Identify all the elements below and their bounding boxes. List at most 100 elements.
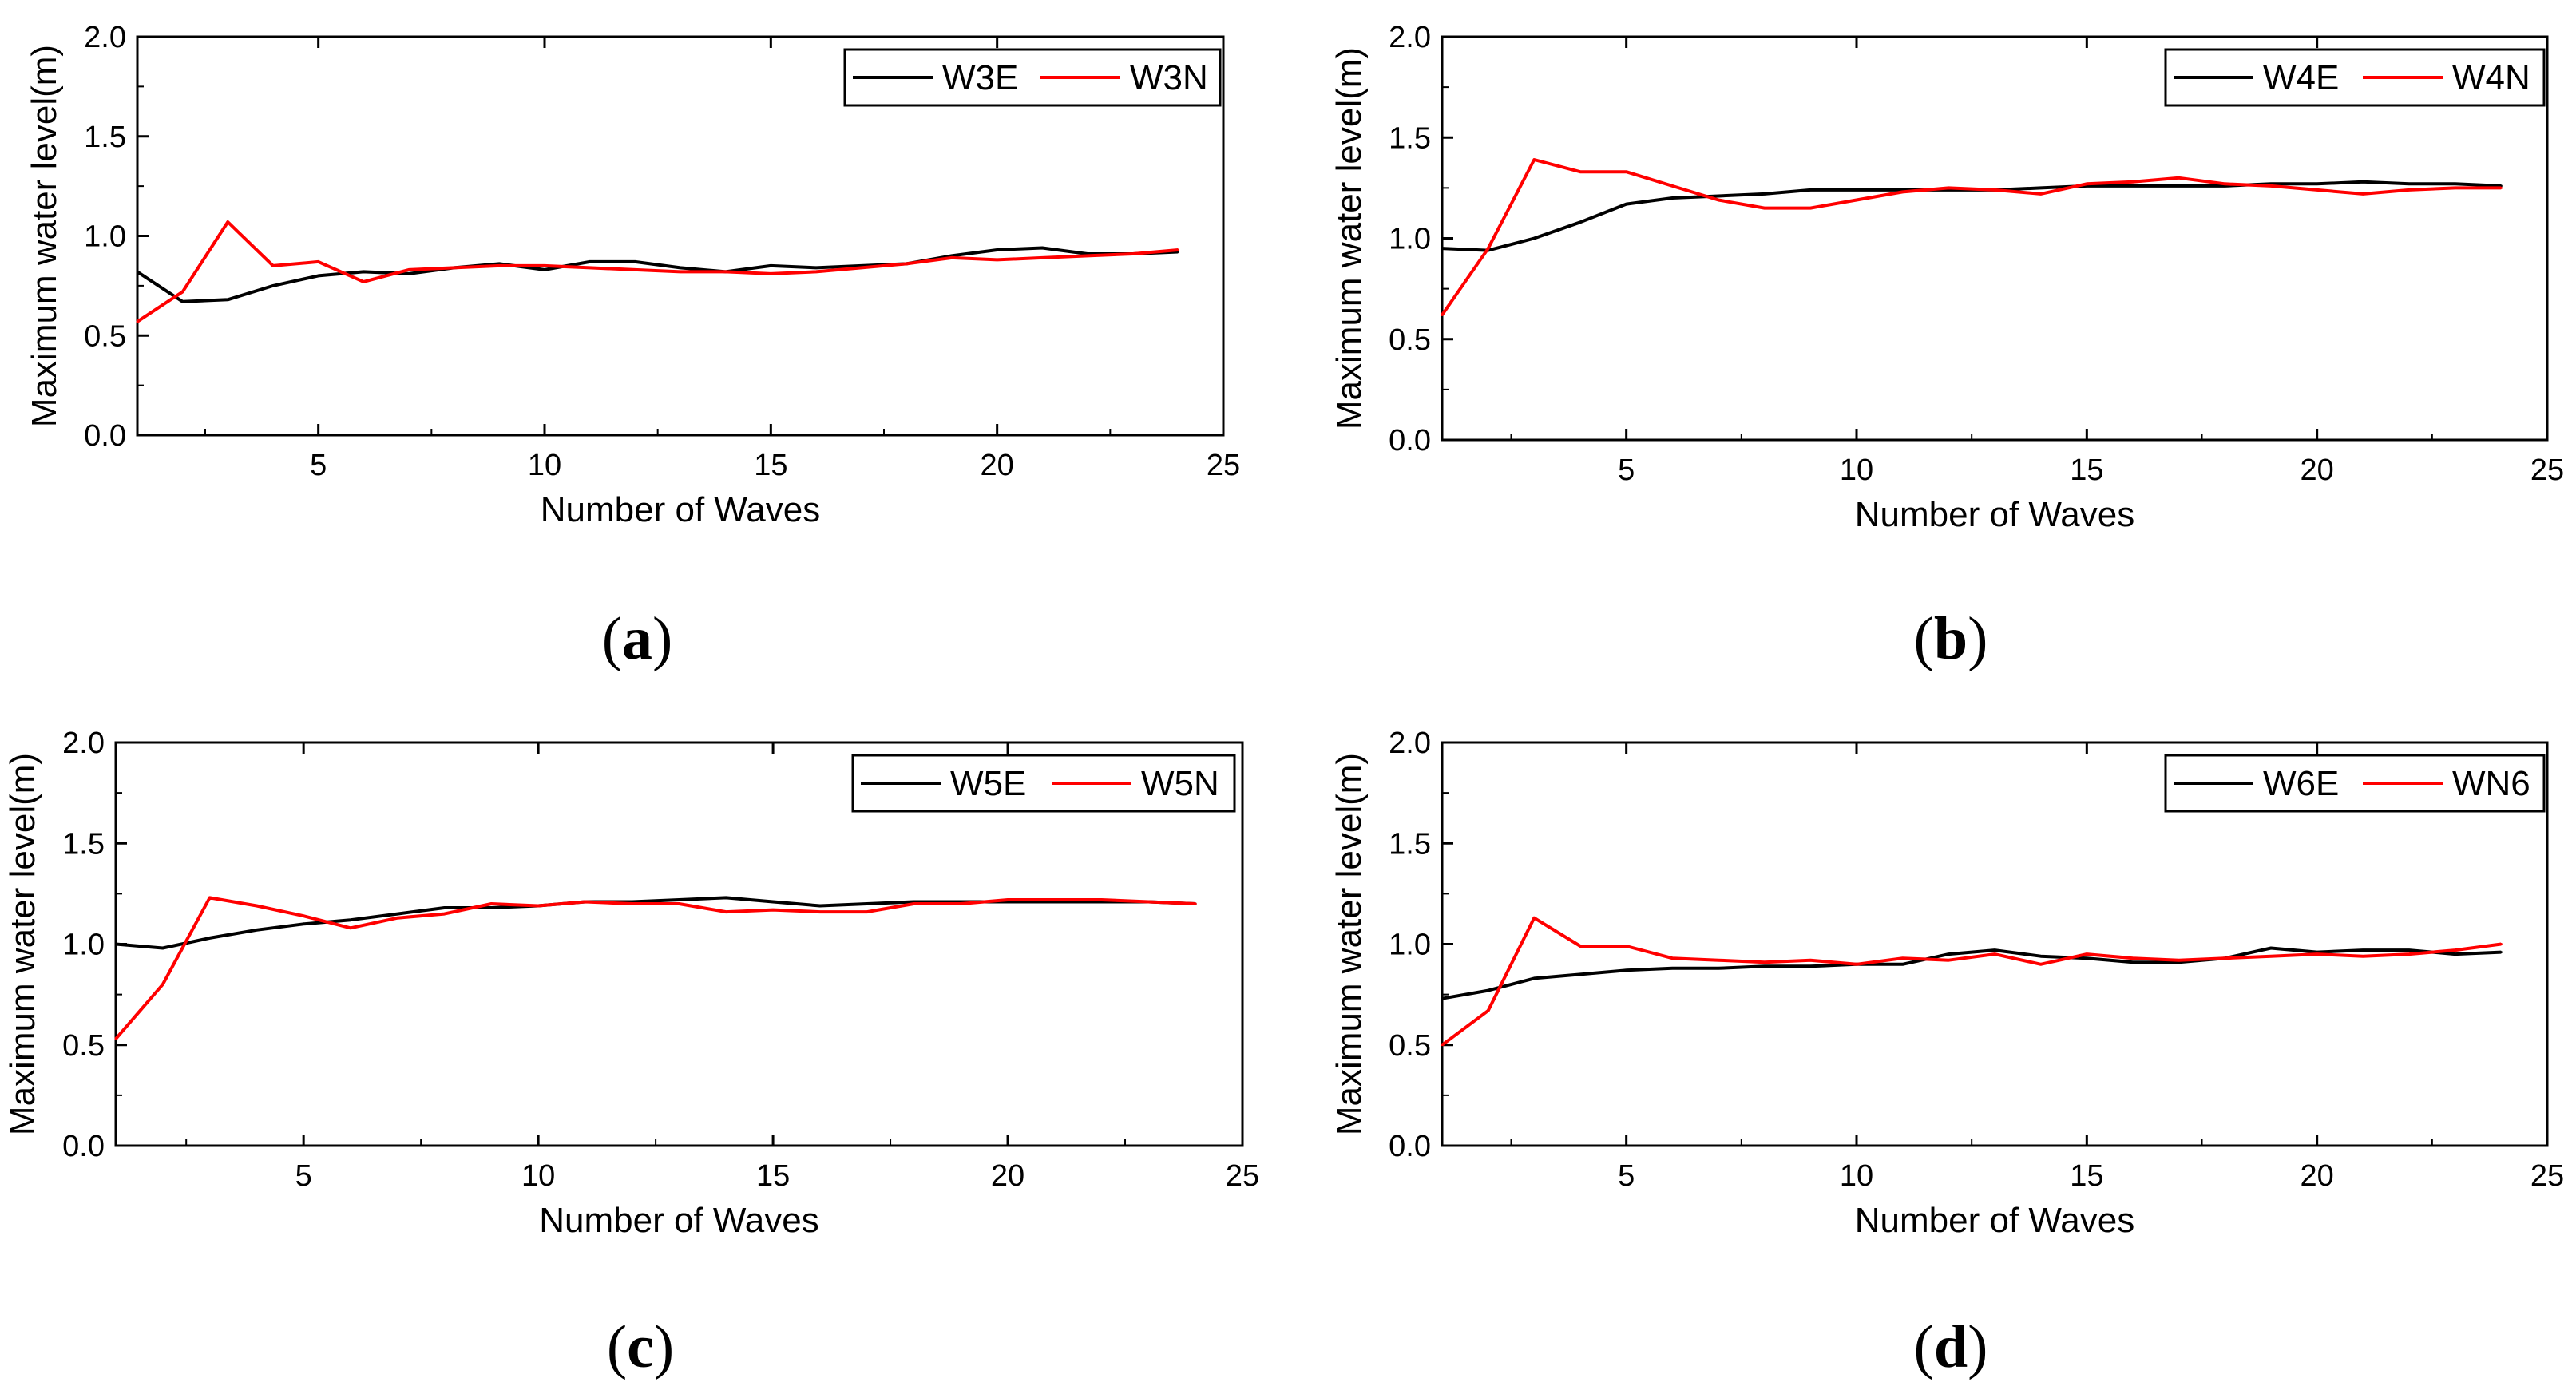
data-point-w5n [537, 905, 540, 908]
data-point-w4n [2223, 182, 2226, 185]
data-point-wn6 [2131, 956, 2134, 960]
x-tick-label: 25 [2530, 453, 2564, 487]
data-point-wn6 [1441, 1044, 1444, 1047]
data-point-wn6 [2223, 956, 2226, 960]
legend-label-w5e: W5E [950, 764, 1026, 803]
data-point-w6e [1901, 963, 1904, 966]
data-point-w3e [814, 266, 818, 269]
data-point-w6e [2361, 948, 2364, 952]
y-tick-label: 0.5 [84, 319, 126, 353]
x-tick-label: 10 [528, 449, 561, 482]
y-tick-label: 1.0 [1389, 929, 1431, 962]
y-tick-label: 2.0 [62, 727, 105, 760]
data-point-w5e [678, 898, 680, 901]
data-point-w5n [771, 909, 775, 912]
x-tick-label: 5 [1618, 1159, 1635, 1193]
data-point-w3e [633, 260, 636, 263]
x-axis-title: Number of Waves [541, 490, 820, 529]
data-point-w3e [362, 270, 365, 273]
x-tick-label: 15 [754, 449, 787, 482]
y-tick-label: 1.0 [62, 929, 105, 962]
x-tick-label: 5 [295, 1159, 312, 1193]
data-point-w5n [1194, 902, 1197, 905]
data-point-w5n [396, 917, 399, 920]
panel-label: (c) [607, 1313, 674, 1380]
data-point-wn6 [2269, 955, 2273, 958]
data-point-w4n [2085, 182, 2088, 185]
panel-c: 5 10 15 20 25 0.0 0.5 1.0 1.5 2.0 Number of Waves M… [3, 727, 1259, 1380]
data-point-wn6 [1579, 945, 1582, 948]
data-point-w3e [226, 298, 229, 301]
data-point-w4e [2408, 182, 2411, 185]
data-point-w3e [679, 266, 682, 269]
data-point-wn6 [1532, 917, 1536, 920]
panel-label: (d) [1914, 1313, 1988, 1380]
data-point-w4n [1532, 158, 1536, 161]
legend-label-w3n: W3N [1130, 58, 1208, 97]
panel-label: (b) [1914, 605, 1988, 672]
data-point-w4e [2039, 186, 2043, 189]
data-point-w3n [1176, 248, 1179, 251]
data-point-w5n [302, 914, 305, 917]
data-point-w4n [1717, 199, 1720, 202]
y-axis-title: Maximum water level(m) [25, 45, 64, 427]
data-point-w5e [161, 947, 164, 950]
legend-label-w6e: W6E [2263, 764, 2339, 803]
data-point-w4n [1670, 184, 1674, 188]
data-point-w5e [114, 943, 117, 945]
data-point-wn6 [2361, 955, 2364, 958]
data-point-w3n [814, 270, 818, 273]
data-point-w4n [1441, 313, 1444, 316]
data-point-w5n [1100, 898, 1104, 901]
data-point-w4n [1947, 186, 1950, 189]
data-point-w5e [396, 913, 399, 916]
data-point-w4n [2408, 188, 2411, 192]
data-point-w4n [1809, 207, 1812, 210]
data-point-w4n [2454, 186, 2457, 189]
data-point-w3e [589, 260, 592, 263]
data-point-w4n [2178, 176, 2181, 180]
data-point-w4e [1441, 247, 1444, 250]
x-tick-label: 20 [981, 449, 1014, 482]
data-point-w6e [2131, 960, 2134, 964]
legend: W3E W3N [843, 48, 1222, 107]
data-point-w4n [1855, 199, 1858, 202]
data-point-w5e [255, 929, 258, 932]
x-tick-label: 25 [1226, 1159, 1259, 1193]
data-point-w5n [1006, 898, 1009, 901]
data-point-w4e [2316, 182, 2319, 185]
data-point-wn6 [1809, 959, 1812, 962]
data-point-w5n [489, 902, 493, 905]
data-point-w3e [996, 248, 999, 251]
data-point-w5n [161, 983, 164, 986]
y-axis-title: Maximum water level(m) [1330, 753, 1369, 1135]
data-point-w5n [1053, 898, 1056, 901]
data-point-w4n [2269, 184, 2273, 188]
data-point-w3n [317, 260, 320, 263]
data-point-w4e [2361, 180, 2364, 184]
data-point-w6e [1579, 972, 1582, 976]
data-point-w4e [2454, 182, 2457, 185]
x-axis-title: Number of Waves [1855, 495, 2134, 534]
data-point-wn6 [1717, 959, 1720, 962]
data-point-w5e [818, 905, 822, 908]
data-point-w5e [443, 906, 446, 909]
data-point-w3n [226, 220, 229, 224]
series-line-w6e [1441, 946, 2502, 1000]
data-point-w6e [1441, 997, 1444, 1000]
data-point-wn6 [1487, 1009, 1490, 1012]
x-tick-label: 20 [991, 1159, 1024, 1193]
data-point-w5e [208, 937, 212, 940]
data-point-w3e [543, 268, 546, 271]
data-point-w4n [1579, 170, 1582, 173]
y-tick-label: 1.5 [84, 121, 126, 154]
data-point-w3n [950, 256, 953, 259]
series-line-w4n [1441, 158, 2502, 316]
data-point-w4e [2131, 184, 2134, 188]
data-point-wn6 [2454, 948, 2457, 952]
data-point-w5n [114, 1037, 117, 1040]
y-tick-label: 1.5 [1389, 121, 1431, 155]
x-tick-label: 15 [2070, 453, 2103, 487]
data-point-w3n [996, 258, 999, 261]
